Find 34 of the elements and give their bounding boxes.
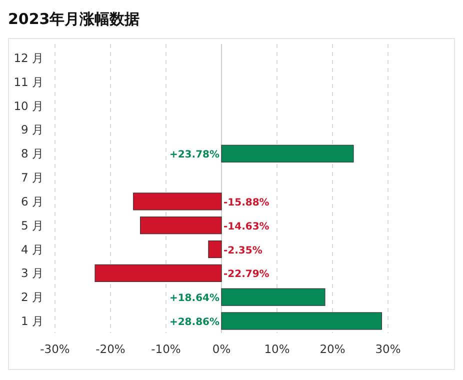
bar	[221, 312, 382, 330]
y-tick-label: 12 月	[14, 51, 44, 65]
y-tick-label: 2 月	[21, 290, 44, 304]
bar	[221, 144, 354, 162]
data-label: -15.88%	[224, 197, 270, 208]
y-tick-label: 6 月	[21, 194, 44, 208]
data-label: -22.79%	[224, 269, 270, 280]
data-label: +23.78%	[169, 150, 220, 161]
data-label: -14.63%	[224, 221, 270, 232]
bar	[133, 192, 222, 210]
x-tick-label: 0%	[212, 342, 231, 356]
x-tick-label: 30%	[375, 342, 401, 356]
y-tick-label: 1 月	[21, 314, 44, 328]
y-tick-label: 4 月	[21, 242, 44, 256]
y-tick-label: 3 月	[21, 266, 44, 280]
x-tick-label: 10%	[264, 342, 290, 356]
data-label: -2.35%	[224, 245, 262, 256]
y-tick-label: 5 月	[21, 218, 44, 232]
x-tick-label: -20%	[96, 342, 126, 356]
data-label: +28.86%	[169, 317, 220, 328]
x-tick-label: 20%	[320, 342, 346, 356]
y-tick-label: 11 月	[14, 74, 44, 89]
bar	[140, 216, 222, 234]
y-tick-label: 9 月	[21, 122, 44, 137]
y-tick-label: 8 月	[21, 146, 44, 161]
bar	[208, 240, 222, 258]
bar	[94, 264, 222, 282]
y-tick-label: 7 月	[21, 170, 44, 185]
data-label: +18.64%	[169, 293, 220, 304]
title: 2023年月涨幅数据	[8, 10, 140, 28]
x-tick-label: -10%	[151, 342, 181, 356]
bar	[221, 288, 326, 306]
y-tick-label: 10 月	[14, 98, 44, 113]
x-tick-label: -30%	[40, 342, 70, 356]
